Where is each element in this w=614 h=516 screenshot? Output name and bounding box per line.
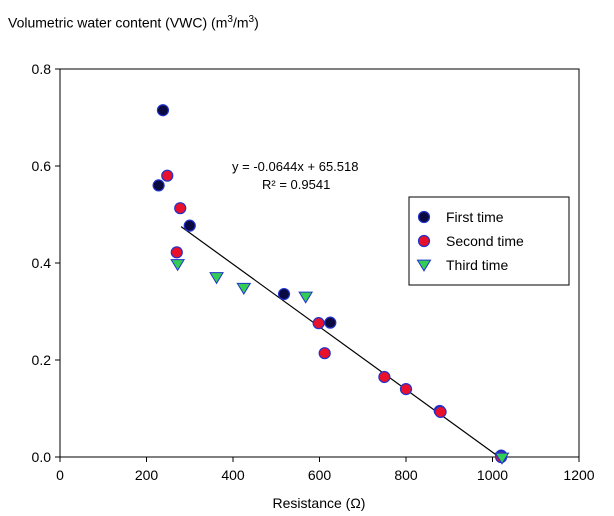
data-point	[312, 317, 325, 330]
y-tick-label: 0.6	[32, 158, 52, 174]
data-point	[324, 316, 337, 329]
data-point	[236, 282, 252, 296]
x-tick-label: 800	[394, 467, 418, 483]
legend-marker	[416, 259, 432, 272]
x-tick-label: 1200	[563, 467, 594, 483]
data-point	[183, 219, 196, 232]
x-tick-label: 400	[221, 467, 245, 483]
data-point	[152, 179, 165, 192]
legend-box	[408, 196, 570, 286]
regression-equation: y = -0.0644x + 65.518	[232, 159, 358, 174]
y-tick-label: 0.0	[32, 449, 52, 465]
data-point	[170, 259, 186, 272]
data-point	[298, 291, 314, 304]
data-point	[209, 272, 224, 285]
y-tick-label: 0.8	[32, 61, 52, 77]
data-point	[399, 383, 413, 396]
data-point	[318, 347, 331, 360]
data-point	[378, 370, 391, 384]
x-tick-label: 600	[308, 467, 332, 483]
data-points	[152, 104, 510, 465]
data-point	[161, 169, 174, 182]
x-tick-label: 200	[135, 467, 159, 483]
legend-label: Third time	[446, 257, 508, 273]
data-point	[277, 287, 291, 301]
y-tick-label: 0.2	[32, 352, 52, 368]
legend-marker	[417, 234, 431, 248]
data-point	[156, 104, 170, 117]
data-point	[174, 202, 187, 215]
r-squared-label: R² = 0.9541	[262, 177, 330, 192]
trendline	[180, 226, 502, 459]
legend: First time Second time Third time	[408, 196, 570, 286]
x-tick-label: 0	[56, 467, 64, 483]
data-point	[434, 405, 447, 418]
x-axis-title: Resistance (Ω)	[273, 495, 366, 511]
legend-label: Second time	[446, 233, 524, 249]
x-axis-ticks: 0 200 400 600 800 1000 1200	[56, 457, 595, 483]
data-point	[494, 452, 510, 465]
x-tick-label: 1000	[477, 467, 508, 483]
data-point	[170, 246, 183, 259]
y-tick-label: 0.4	[32, 255, 52, 271]
legend-label: First time	[446, 209, 504, 225]
y-axis-ticks: 0.0 0.2 0.4 0.6 0.8	[32, 61, 60, 465]
y-axis-title: Volumetric water content (VWC) (m3/m3)	[8, 14, 259, 31]
legend-marker	[417, 210, 431, 224]
